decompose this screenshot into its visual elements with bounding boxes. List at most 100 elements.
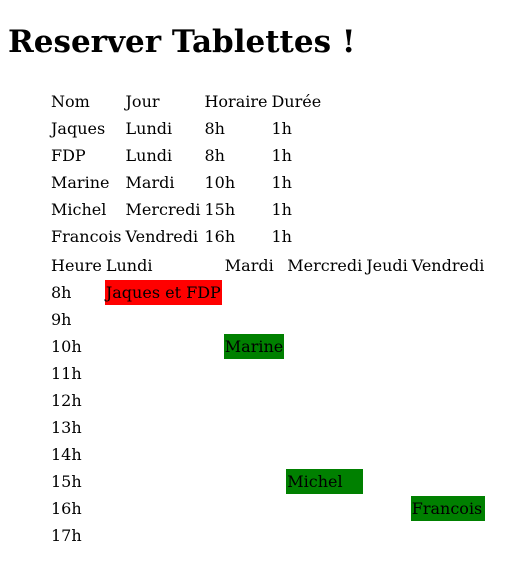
cell-duree: 1h — [271, 173, 292, 192]
column-header-jeudi: Jeudi — [366, 256, 408, 275]
hour-label: 8h — [51, 283, 72, 302]
empty-slot-cell — [411, 280, 486, 305]
cell-nom: FDP — [51, 146, 86, 165]
empty-slot-cell — [224, 523, 284, 548]
cell-duree: 1h — [271, 227, 292, 246]
empty-slot-cell — [286, 334, 363, 359]
cell-jour: Mercredi — [125, 200, 201, 219]
empty-slot-cell — [365, 388, 409, 413]
empty-slot-cell — [365, 334, 409, 359]
empty-slot-cell — [365, 280, 409, 305]
table-row: Michel Mercredi 15h 1h — [50, 197, 322, 222]
cell-horaire: 8h — [204, 119, 225, 138]
hour-label: 10h — [51, 337, 82, 356]
table-row: FDP Lundi 8h 1h — [50, 143, 322, 168]
cell-duree: 1h — [271, 146, 292, 165]
booking-cell: Marine — [223, 334, 285, 359]
empty-slot-cell — [105, 361, 222, 386]
schedule-table: Heure Lundi Mardi Mercredi Jeudi Vendredi 8h J… — [48, 251, 487, 550]
empty-slot-cell — [286, 280, 363, 305]
empty-slot-cell — [224, 469, 284, 494]
schedule-row: 10h Marine — [50, 334, 485, 359]
column-header-mercredi: Mercredi — [287, 256, 363, 275]
empty-slot-cell — [411, 523, 486, 548]
cell-nom: Michel — [51, 200, 107, 219]
hour-label: 14h — [51, 445, 82, 464]
hour-label: 9h — [51, 310, 72, 329]
empty-slot-cell — [224, 307, 284, 332]
cell-horaire: 16h — [204, 227, 236, 246]
empty-slot-cell — [286, 361, 363, 386]
empty-slot-cell — [411, 469, 486, 494]
empty-slot-cell — [105, 496, 222, 521]
table-row: Francois Vendredi 16h 1h — [50, 224, 322, 249]
empty-slot-cell — [224, 415, 284, 440]
empty-slot-cell — [286, 388, 363, 413]
empty-slot-cell — [224, 442, 284, 467]
empty-slot-cell — [365, 523, 409, 548]
empty-slot-cell — [224, 496, 284, 521]
empty-slot-cell — [286, 523, 363, 548]
empty-slot-cell — [286, 307, 363, 332]
empty-slot-cell — [105, 442, 222, 467]
cell-horaire: 10h — [204, 173, 236, 192]
empty-slot-cell — [286, 415, 363, 440]
column-header-duree: Durée — [271, 92, 322, 111]
schedule-header-row: Heure Lundi Mardi Mercredi Jeudi Vendredi — [50, 253, 485, 278]
cell-duree: 1h — [271, 119, 292, 138]
empty-slot-cell — [286, 496, 363, 521]
booking-cell: Francois — [410, 496, 486, 521]
empty-slot-cell — [411, 415, 486, 440]
empty-slot-cell — [365, 442, 409, 467]
cell-jour: Lundi — [125, 146, 173, 165]
reservations-header-row: Nom Jour Horaire Durée — [50, 89, 322, 114]
empty-slot-cell — [411, 388, 486, 413]
empty-slot-cell — [105, 307, 222, 332]
column-header-lundi: Lundi — [105, 256, 153, 275]
cell-jour: Lundi — [125, 119, 173, 138]
empty-slot-cell — [411, 442, 486, 467]
hour-label: 15h — [51, 472, 82, 491]
table-row: Jaques Lundi 8h 1h — [50, 116, 322, 141]
schedule-row: 9h — [50, 307, 485, 332]
hour-label: 16h — [51, 499, 82, 518]
column-header-nom: Nom — [51, 92, 90, 111]
hour-label: 13h — [51, 418, 82, 437]
empty-slot-cell — [105, 469, 222, 494]
cell-jour: Mardi — [125, 173, 175, 192]
column-header-mardi: Mardi — [224, 256, 274, 275]
table-row: Marine Mardi 10h 1h — [50, 170, 322, 195]
empty-slot-cell — [105, 334, 222, 359]
column-header-vendredi: Vendredi — [411, 256, 485, 275]
empty-slot-cell — [411, 307, 486, 332]
empty-slot-cell — [411, 334, 486, 359]
booking-cell: Jaques et FDP — [104, 280, 222, 305]
hour-label: 12h — [51, 391, 82, 410]
empty-slot-cell — [105, 415, 222, 440]
cell-jour: Vendredi — [125, 227, 199, 246]
schedule-row: 13h — [50, 415, 485, 440]
empty-slot-cell — [365, 361, 409, 386]
schedule-row: 11h — [50, 361, 485, 386]
page-title: Reserver Tablettes ! — [8, 24, 356, 60]
schedule-row: 12h — [50, 388, 485, 413]
column-header-heure: Heure — [51, 256, 102, 275]
schedule-row: 14h — [50, 442, 485, 467]
empty-slot-cell — [286, 442, 363, 467]
schedule-row: 16h Francois — [50, 496, 486, 521]
schedule-row: 17h — [50, 523, 485, 548]
empty-slot-cell — [224, 361, 284, 386]
cell-nom: Jaques — [51, 119, 106, 138]
empty-slot-cell — [365, 496, 409, 521]
schedule-row: 8h Jaques et FDP — [50, 280, 485, 305]
cell-nom: Francois — [51, 227, 122, 246]
booking-cell: Michel — [286, 469, 364, 494]
empty-slot-cell — [365, 469, 409, 494]
schedule-row: 15h Michel — [50, 469, 485, 494]
hour-label: 11h — [51, 364, 82, 383]
reservations-table: Nom Jour Horaire Durée Jaques Lundi 8h 1… — [48, 87, 324, 251]
empty-slot-cell — [365, 307, 409, 332]
empty-slot-cell — [105, 523, 222, 548]
empty-slot-cell — [411, 361, 486, 386]
cell-duree: 1h — [271, 200, 292, 219]
